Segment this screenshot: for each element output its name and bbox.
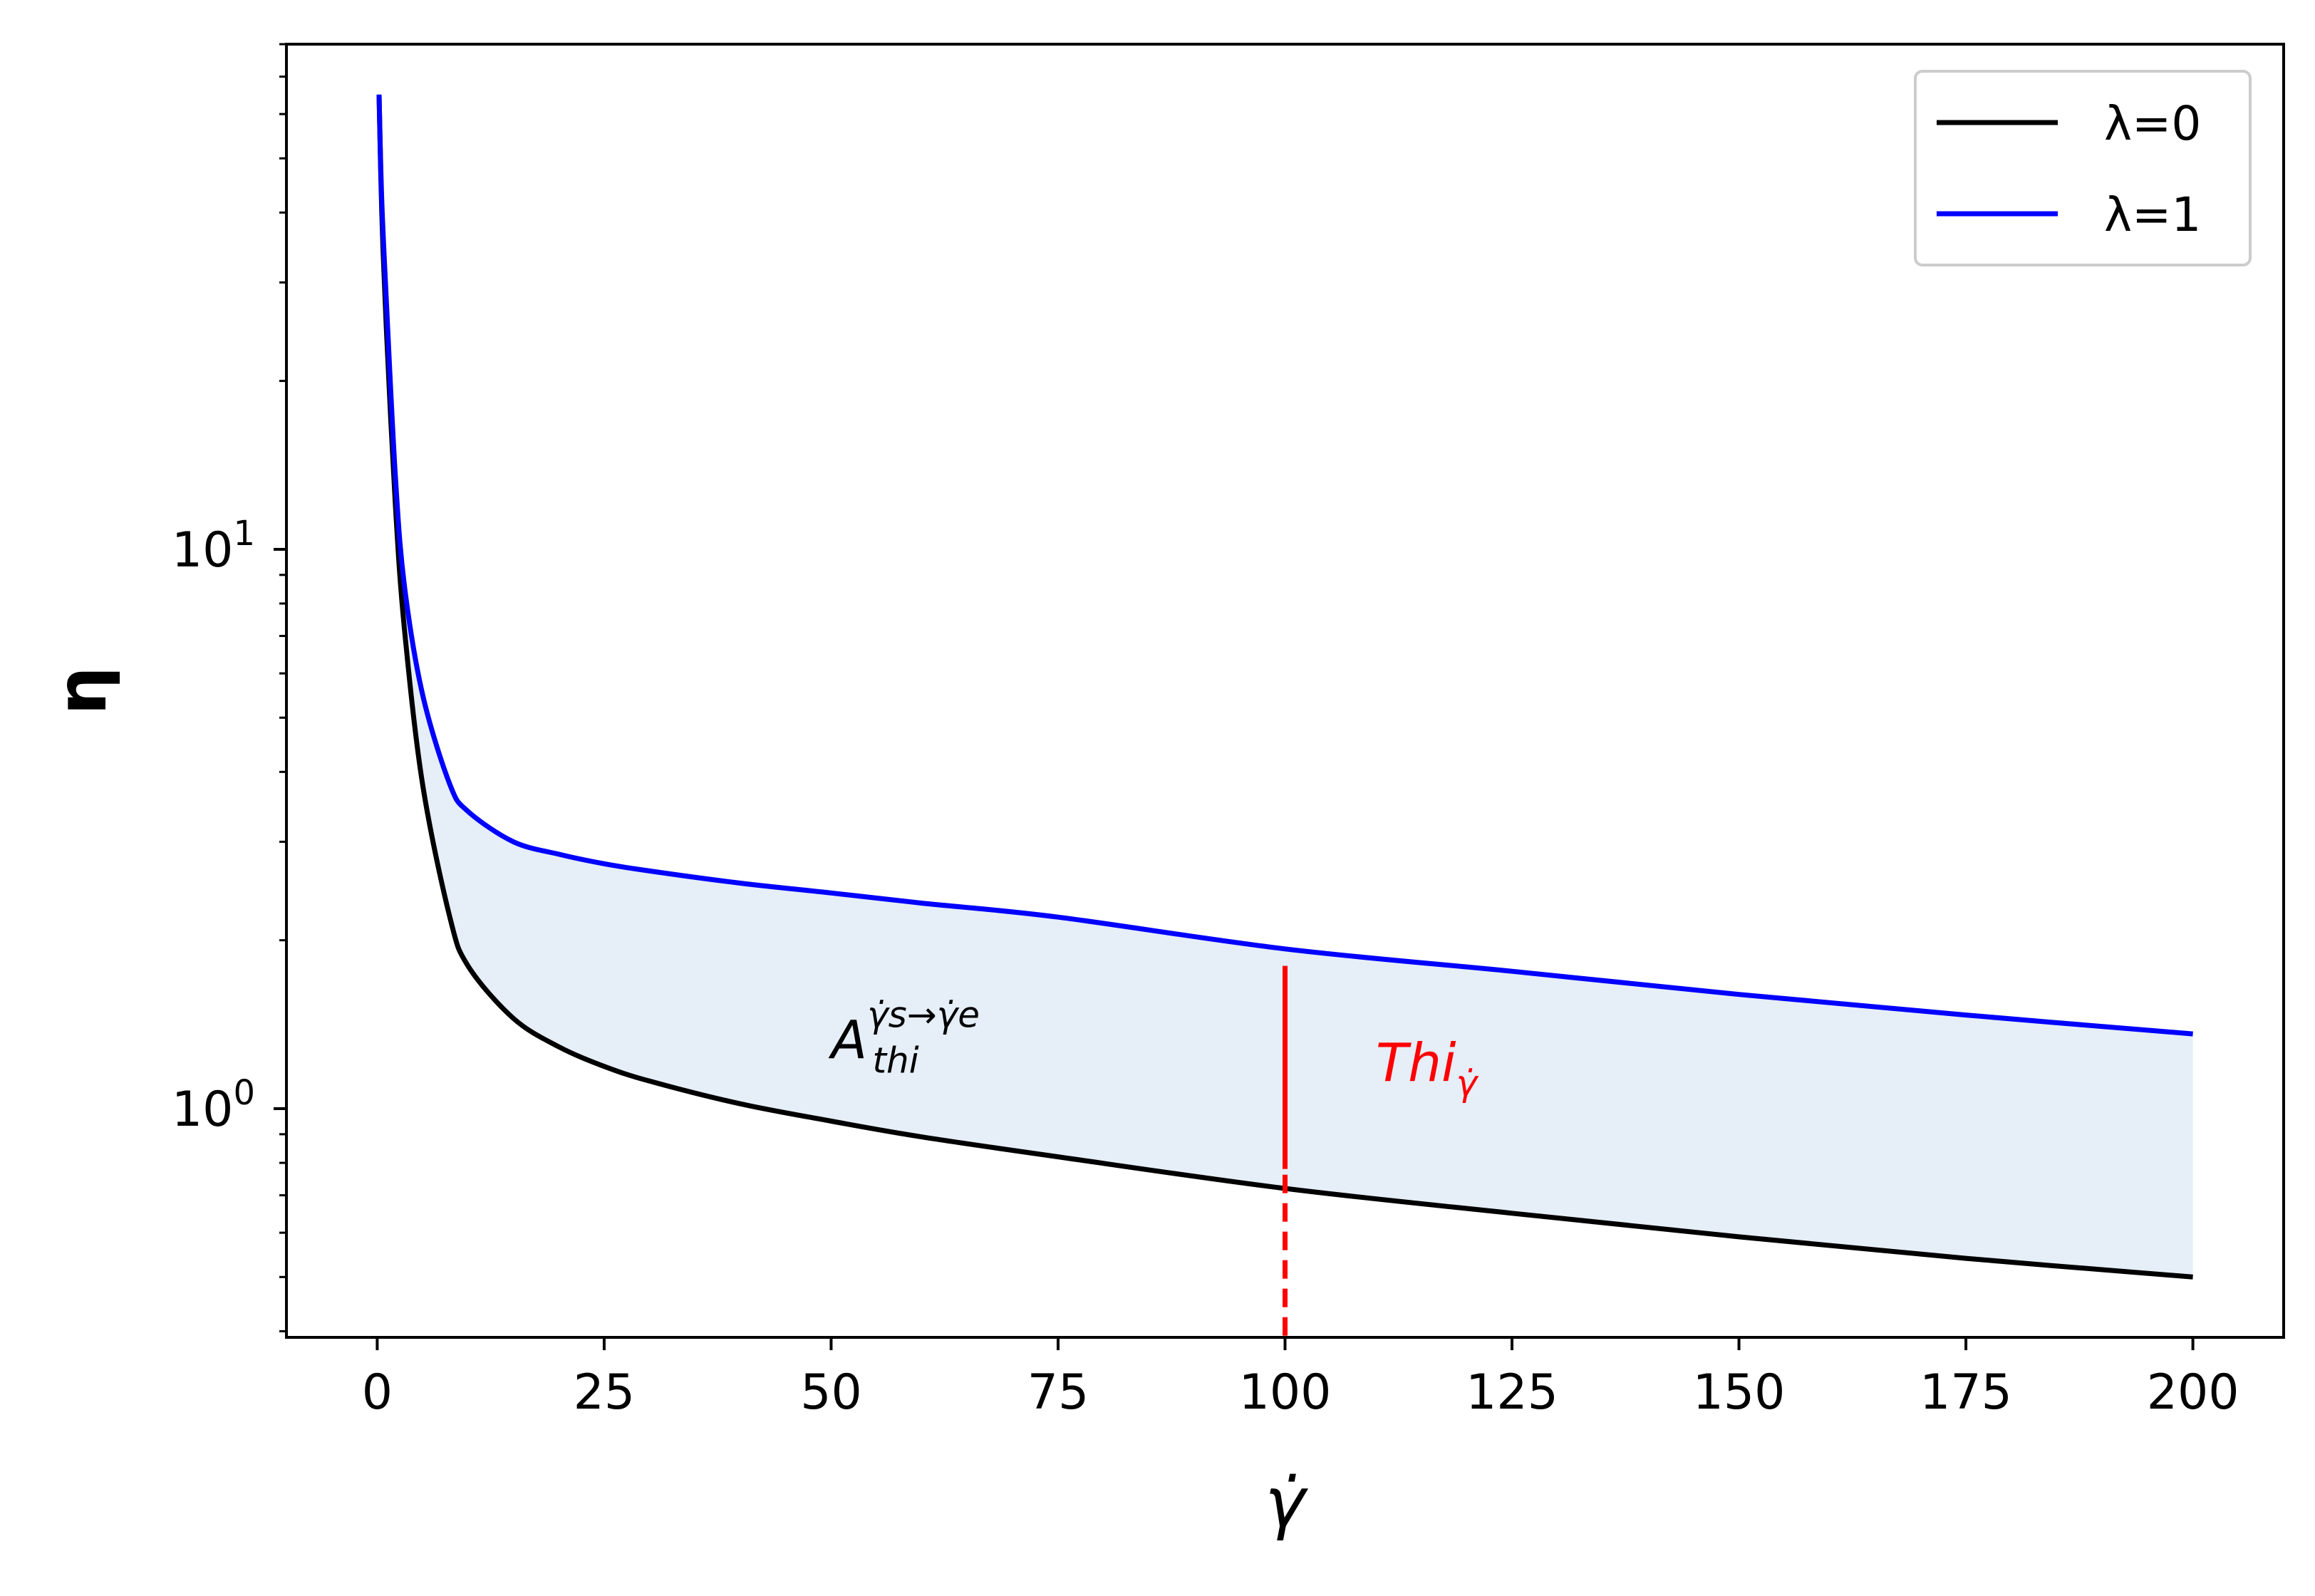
x-tick-label: 75 bbox=[1027, 1364, 1089, 1421]
y-tick-label: 100 bbox=[172, 1073, 255, 1138]
y-axis-label: η bbox=[42, 666, 122, 715]
x-tick-label: 50 bbox=[800, 1364, 862, 1421]
annotation-area: Aγ̇s→γ̇e thi bbox=[828, 994, 980, 1081]
legend-label: λ=0 bbox=[2104, 96, 2201, 151]
legend-box bbox=[1914, 70, 2252, 266]
x-tick-label: 25 bbox=[574, 1364, 636, 1421]
series-layer bbox=[376, 94, 2193, 1280]
annotation-thi: Thiγ̇ bbox=[1376, 1032, 1479, 1104]
x-tick-label: 100 bbox=[1239, 1364, 1332, 1421]
axes-layer: 0 25 50 75 100 125 150 175 200 100 101 η γ̇ bbox=[42, 43, 2285, 1543]
fill-between-area bbox=[395, 476, 2193, 1278]
series-line-lambda-1 bbox=[376, 94, 2193, 1037]
fill-area-layer bbox=[395, 476, 2193, 1278]
x-tick-label: 125 bbox=[1466, 1364, 1558, 1421]
x-axis-label: γ̇ bbox=[1265, 1463, 1308, 1543]
legend: λ=0 λ=1 bbox=[1914, 70, 2252, 266]
legend-label: λ=1 bbox=[2104, 187, 2201, 242]
annotation-layer: Aγ̇s→γ̇e thi Thiγ̇ bbox=[828, 994, 1478, 1104]
x-tick-label: 200 bbox=[2147, 1364, 2239, 1421]
x-tick-label: 150 bbox=[1693, 1364, 1786, 1421]
x-tick-label: 175 bbox=[1920, 1364, 2012, 1421]
x-tick-label: 0 bbox=[362, 1364, 393, 1421]
y-tick-label: 101 bbox=[172, 514, 255, 579]
